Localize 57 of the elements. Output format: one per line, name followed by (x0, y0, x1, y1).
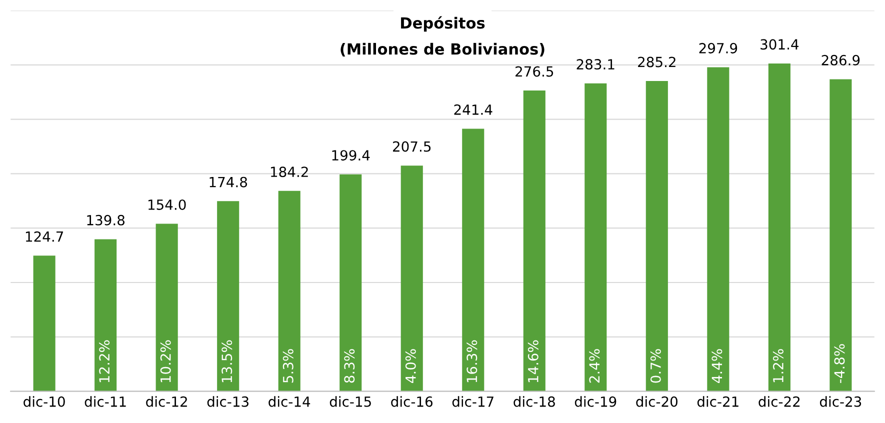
x-tick-label: dic-11 (84, 396, 126, 407)
bar (94, 239, 117, 392)
x-tick-label: dic-10 (24, 396, 65, 407)
annotation: 13.5% (222, 340, 232, 382)
bar (707, 67, 730, 392)
x-tick-label: dic-19 (574, 396, 616, 407)
x-tick-label: dic-13 (207, 396, 248, 407)
annotation: 12.2% (99, 340, 110, 382)
annotation: 1.2% (772, 349, 784, 382)
annotation: 0.7% (650, 349, 661, 383)
annotation: 8.3% (344, 349, 355, 383)
bar (830, 79, 852, 392)
data-label: 174.8 (210, 176, 248, 188)
bar (462, 128, 484, 392)
x-tick-label: dic-17 (452, 396, 494, 407)
x-tick-label: dic-23 (820, 396, 862, 407)
bar (768, 63, 790, 392)
annotation: 14.6% (528, 340, 538, 382)
x-tick-label: dic-21 (697, 396, 738, 407)
x-tick-label: dic-18 (514, 396, 555, 407)
data-label: 199.4 (332, 150, 370, 161)
data-label: 154.0 (148, 199, 186, 210)
data-label: 301.4 (760, 39, 799, 50)
x-tick-label: dic-20 (636, 396, 678, 407)
data-label: 283.1 (576, 59, 614, 70)
x-tick-label: dic-22 (758, 396, 800, 407)
bar (340, 174, 362, 392)
data-label: 139.8 (87, 214, 124, 226)
x-tick-label: dic-15 (330, 396, 371, 407)
data-label: 286.9 (822, 54, 860, 66)
bar (523, 90, 546, 392)
annotation: 4.4% (712, 349, 722, 383)
data-label: 124.7 (26, 231, 64, 242)
annotation: 10.2% (160, 340, 171, 382)
annotation: -4.8% (834, 344, 845, 383)
data-label: 184.2 (270, 166, 308, 178)
chart-title: Depósitos (401, 16, 485, 32)
bar (33, 256, 56, 392)
bar (156, 224, 178, 392)
bar (217, 201, 240, 392)
data-label: 241.4 (454, 104, 492, 115)
data-label: 276.5 (516, 66, 554, 77)
x-tick-label: dic-16 (391, 396, 432, 407)
x-tick-label: dic-14 (268, 396, 310, 407)
bar (646, 81, 668, 392)
bar (584, 83, 607, 392)
text: (Millones de Bolivianos) (340, 42, 544, 57)
data-label: 207.5 (393, 141, 431, 152)
annotation: 2.4% (589, 349, 600, 383)
annotation: 5.3% (282, 349, 294, 383)
bar (400, 166, 423, 392)
data-label: 285.2 (638, 56, 676, 68)
x-tick-label: dic-12 (146, 396, 187, 407)
bar (278, 190, 300, 392)
data-label: 297.9 (699, 42, 738, 54)
annotation: 4.0% (405, 349, 416, 383)
annotation: 16.3% (466, 340, 478, 382)
